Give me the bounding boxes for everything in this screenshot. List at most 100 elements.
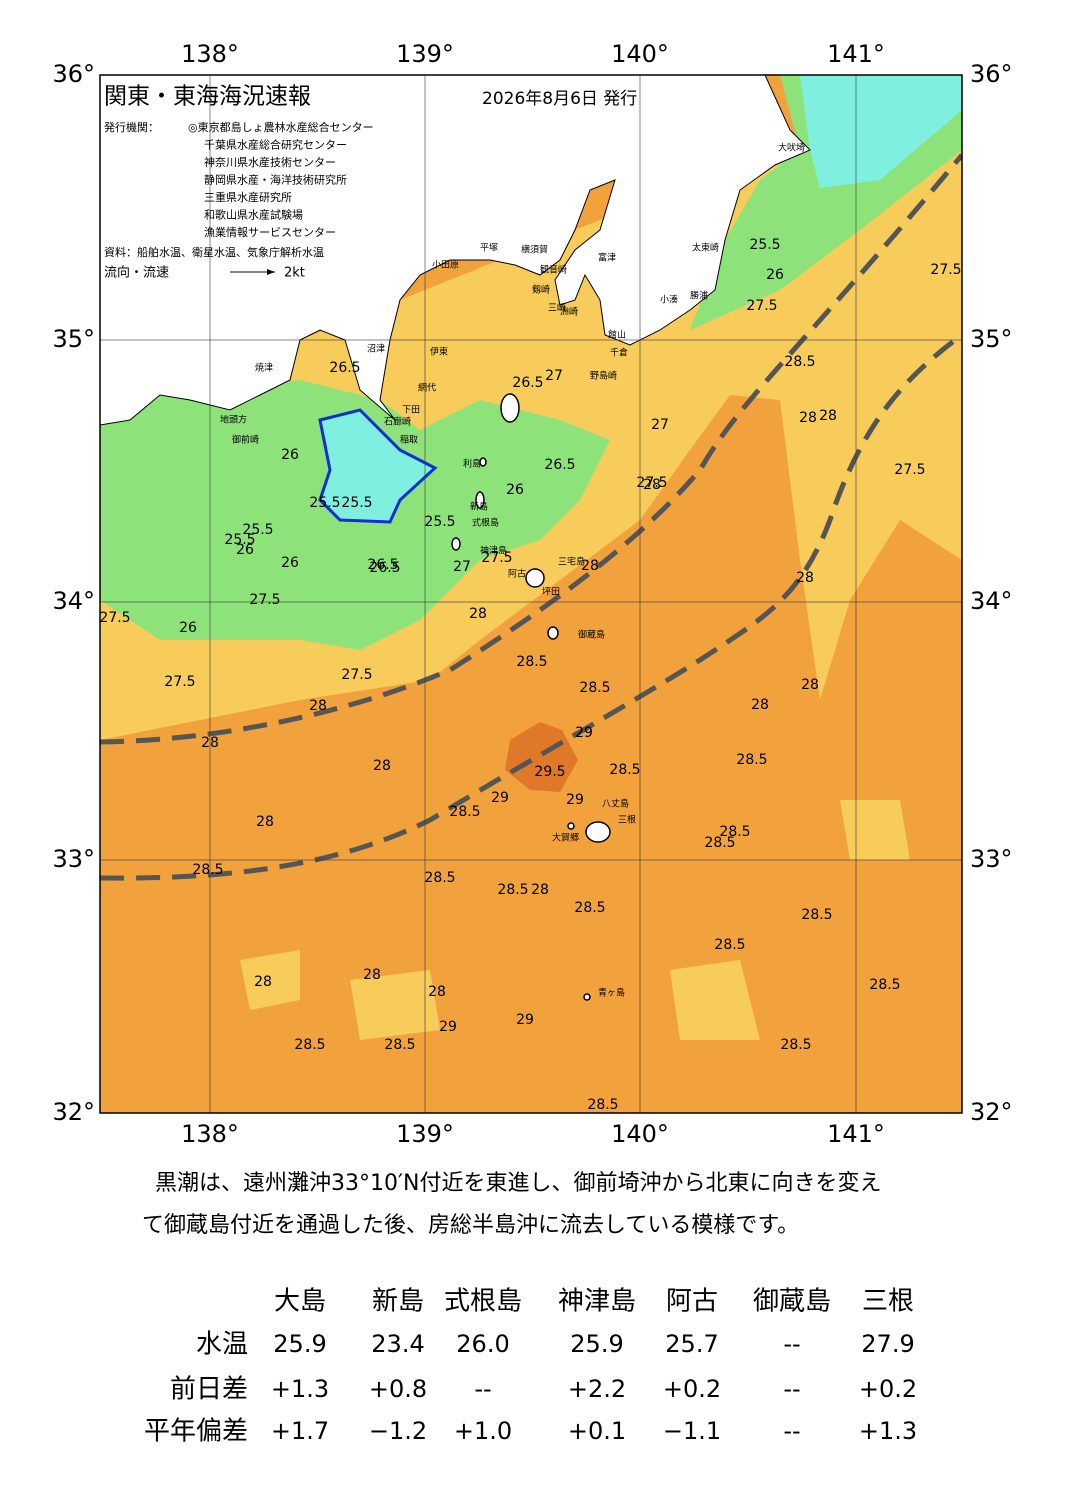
lat-label: 35° bbox=[970, 325, 1013, 353]
lat-label: 35° bbox=[52, 325, 95, 353]
contour-label: 28.5 bbox=[294, 1037, 325, 1053]
issuer: 漁業情報サービスセンター bbox=[204, 225, 336, 239]
lat-label: 34° bbox=[52, 587, 95, 615]
summary-line: 黒潮は、遠州灘沖33°10′N付近を東進し、御前埼沖から北東に向きを変え bbox=[155, 1171, 881, 1196]
contour-label: 28 bbox=[801, 677, 819, 693]
lat-label: 33° bbox=[52, 845, 95, 873]
contour-label: 28 bbox=[469, 606, 487, 622]
contour-label: 26 bbox=[281, 447, 299, 463]
table-cell: −1.1 bbox=[663, 1417, 721, 1445]
place-name: 沼津 bbox=[367, 344, 385, 355]
sea-zone-cyan bbox=[800, 75, 962, 188]
issuer: 三重県水産研究所 bbox=[204, 190, 292, 204]
table-cell: 25.7 bbox=[665, 1330, 718, 1358]
contour-label: 27 bbox=[453, 559, 471, 575]
contour-label: 26.5 bbox=[544, 457, 575, 473]
contour-label: 27.5 bbox=[930, 262, 961, 278]
contour-label: 27 bbox=[651, 417, 669, 433]
place-name: 八丈島 bbox=[602, 798, 629, 810]
place-name: 平塚 bbox=[480, 243, 498, 254]
lat-label: 32° bbox=[970, 1098, 1013, 1126]
issue-date: 2026年8月6日 発行 bbox=[482, 89, 637, 109]
kuroshio-axis bbox=[100, 153, 962, 745]
place-name: 地頭方 bbox=[220, 414, 247, 426]
table-cell: +0.8 bbox=[369, 1375, 427, 1403]
contour-label: 28 bbox=[256, 814, 274, 830]
lon-label: 140° bbox=[611, 1120, 669, 1148]
contour-label: 26 bbox=[281, 555, 299, 571]
issuer: 静岡県水産・海洋技術研究所 bbox=[204, 173, 347, 187]
place-name: 大賀郷 bbox=[552, 832, 579, 844]
issuer: 神奈川県水産技術センター bbox=[204, 155, 336, 169]
contour-label: 28.5 bbox=[587, 1097, 618, 1113]
graticule bbox=[100, 75, 962, 1113]
data-sources: 資料：船舶水温、衛星水温、気象庁解析水温 bbox=[104, 245, 324, 259]
summary-line: て御蔵島付近を通過した後、房総半島沖に流去している模様です。 bbox=[142, 1213, 799, 1238]
flow-scale-arrowhead bbox=[267, 269, 275, 275]
contour-label: 25.5 bbox=[749, 237, 780, 253]
lon-label: 138° bbox=[181, 40, 239, 68]
contour-label: 27.5 bbox=[249, 592, 280, 608]
table-cell: 25.9 bbox=[570, 1330, 623, 1358]
place-name: 御前崎 bbox=[232, 434, 259, 446]
contour-label: 27.5 bbox=[164, 674, 195, 690]
table-cell: -- bbox=[783, 1417, 800, 1445]
table-cell: 26.0 bbox=[456, 1330, 509, 1358]
lon-label: 138° bbox=[181, 1120, 239, 1148]
islands bbox=[451, 393, 611, 1001]
place-name: 神津島 bbox=[480, 545, 507, 557]
place-name: 野島崎 bbox=[590, 370, 617, 382]
row-label: 平年偏差 bbox=[144, 1417, 248, 1447]
place-name: 新島 bbox=[470, 501, 488, 513]
lat-label: 34° bbox=[970, 587, 1013, 615]
land bbox=[100, 75, 811, 426]
contour-label: 28.5 bbox=[869, 977, 900, 993]
place-name: 三根 bbox=[618, 814, 636, 826]
table-cell: -- bbox=[474, 1375, 491, 1403]
contour-label: 28 bbox=[799, 410, 817, 426]
contour-label: 25.5 bbox=[309, 495, 340, 511]
table-cell: +0.2 bbox=[859, 1375, 917, 1403]
table-cell: +2.2 bbox=[568, 1375, 626, 1403]
issuer-label: 発行機関： bbox=[104, 120, 159, 134]
place-name: 阿古 bbox=[508, 568, 526, 580]
issuer: ◎東京都島しょ農林水産総合センター bbox=[188, 120, 374, 134]
contour-label: 26 bbox=[236, 542, 254, 558]
row-label: 水温 bbox=[196, 1330, 248, 1360]
place-name: 勝浦 bbox=[690, 290, 708, 302]
lat-label: 36° bbox=[52, 60, 95, 88]
contour-label: 28.5 bbox=[574, 900, 605, 916]
flow-scale: 2kt bbox=[284, 266, 305, 281]
place-name: 三崎 bbox=[548, 302, 566, 314]
contour-label: 26.5 bbox=[512, 375, 543, 391]
contour-label: 29.5 bbox=[534, 764, 565, 780]
sea-zone-hot bbox=[505, 722, 578, 792]
place-name: 観音崎 bbox=[540, 264, 567, 276]
lon-label: 141° bbox=[827, 40, 885, 68]
table-header: 三根 bbox=[862, 1287, 914, 1317]
lat-label: 32° bbox=[52, 1098, 95, 1126]
contour-label: 28 bbox=[581, 558, 599, 574]
contour-label: 28.5 bbox=[736, 752, 767, 768]
contour-label: 28.5 bbox=[784, 354, 815, 370]
contour-label: 28 bbox=[531, 882, 549, 898]
contour-label: 27.5 bbox=[746, 298, 777, 314]
table-cell: -- bbox=[783, 1330, 800, 1358]
place-name: 太東崎 bbox=[692, 242, 719, 254]
place-name: 御蔵島 bbox=[578, 629, 605, 641]
contour-label: 27.5 bbox=[894, 462, 925, 478]
place-name: 洲崎 bbox=[560, 306, 578, 318]
contour-label: 28.5 bbox=[780, 1037, 811, 1053]
contour-label: 28.5 bbox=[719, 824, 750, 840]
table-header: 御蔵島 bbox=[753, 1287, 831, 1317]
place-name: 伊東 bbox=[430, 346, 448, 358]
contour-label: 28.5 bbox=[192, 862, 223, 878]
lon-label: 140° bbox=[611, 40, 669, 68]
contour-label: 28.5 bbox=[704, 835, 735, 851]
contour-label: 27.5 bbox=[341, 667, 372, 683]
table-header: 大島 bbox=[274, 1287, 326, 1317]
place-name: 網代 bbox=[418, 382, 436, 394]
contour-label: 28 bbox=[309, 698, 327, 714]
contour-label: 27 bbox=[545, 368, 563, 384]
place-name: 焼津 bbox=[255, 363, 273, 374]
